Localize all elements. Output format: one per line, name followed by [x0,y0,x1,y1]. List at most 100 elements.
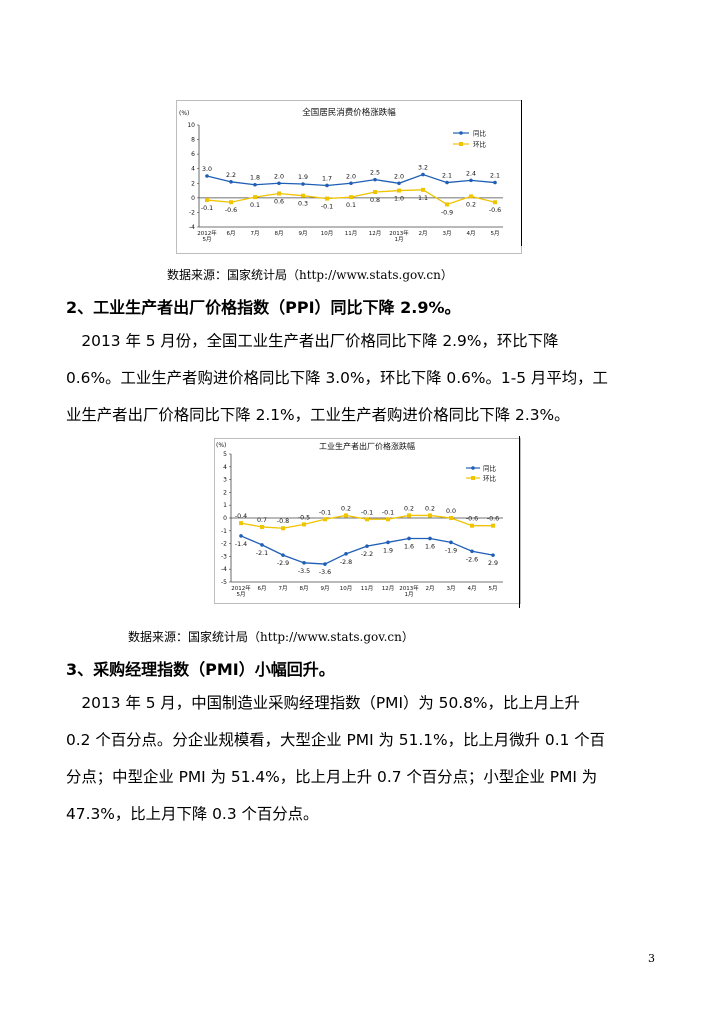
x-tick-label: 3月 [443,230,452,237]
x-tick-label-year: 2013年 [399,584,419,592]
y-tick-label: 4 [223,464,227,471]
cpi-legend-mom-label: 环比 [473,140,487,149]
x-tick-label: 2月 [426,585,435,592]
ppi-paragraph-line: 0.6%。工业生产者购进价格同比下降 3.0%，环比下降 0.6%。1-5 月平… [66,369,608,387]
data-point-yoy [445,180,449,185]
data-label-mom: 0.1 [250,202,260,209]
x-tick-label: 8月 [275,230,284,237]
x-tick-label: 12月 [382,585,395,592]
data-point-mom [470,523,474,528]
y-tick-label: 10 [187,122,195,129]
data-label-yoy: -3.5 [298,568,310,575]
data-point-yoy [302,561,306,565]
data-point-yoy [229,180,233,184]
x-tick-label: 10月 [321,230,334,237]
data-label-yoy: -1.4 [235,541,247,548]
pmi-paragraph-line: 2013 年 5 月，中国制造业采购经理指数（PMI）为 50.8%，比上月上升 [66,694,580,712]
data-point-mom [491,523,495,528]
x-tick-label-year: 2013年 [389,229,409,237]
chart-divider-line [519,436,520,608]
data-point-mom [407,513,411,518]
pmi-paragraph-line: 47.3%，比上月下降 0.3 个百分点。 [66,805,319,823]
x-tick-label-month: 5月 [237,591,246,598]
x-tick-label-month: 5月 [203,236,212,243]
data-point-mom [301,193,305,198]
x-tick-label: 2013年 1月 [389,229,409,243]
data-label-mom: 0.7 [257,517,267,524]
ppi-paragraph-line: 2013 年 5 月份，全国工业生产者出厂价格同比下降 2.9%，环比下降 [66,332,559,350]
ppi-chart: 工业生产者出厂价格涨跌幅 (%) 同比 环比 5 4 3 2 1 0 -1 -2 -3 -4 -5 2… [216,441,503,598]
data-point-mom [253,195,257,200]
data-point-mom [344,513,348,518]
data-label-mom: 0.6 [274,198,284,205]
x-tick-label: 12月 [369,230,382,237]
data-label-yoy: -2.6 [466,556,478,563]
x-tick-label: 4月 [467,230,476,237]
data-point-yoy [491,553,495,557]
data-point-yoy [421,172,425,177]
data-label-yoy: 1.6 [404,543,414,550]
data-label-yoy: 2.2 [226,172,236,179]
x-tick-label: 7月 [279,585,288,592]
data-label-yoy: -3.6 [319,569,331,576]
x-tick-label-year: 2012年 [231,584,251,592]
x-tick-label: 5月 [491,230,500,237]
data-label-yoy: 2.9 [488,560,498,567]
data-label-mom: 0.2 [466,201,476,208]
data-label-mom: 0.2 [341,505,351,512]
data-point-yoy [260,543,264,547]
data-point-yoy [428,536,432,541]
y-tick-label: -5 [221,579,227,586]
x-tick-label: 3月 [447,585,456,592]
y-tick-label: 2 [223,489,227,496]
data-point-mom [365,517,369,522]
cpi-chart-legend: 同比 环比 [453,129,487,149]
data-point-mom [302,522,306,527]
y-tick-label: 5 [223,451,227,458]
y-tick-label: -4 [221,566,227,573]
x-tick-label: 9月 [321,585,330,592]
page-number: 3 [648,952,655,965]
data-label-yoy: 1.9 [383,547,393,554]
data-point-yoy [365,544,369,548]
data-point-mom [421,187,425,192]
pmi-paragraph-line: 0.2 个百分点。分企业规模看，大型企业 PMI 为 51.1%，比上月微升 0… [66,731,606,749]
data-point-yoy [205,174,209,178]
x-tick-label-year: 2012年 [197,229,217,237]
data-point-mom [386,517,390,522]
data-point-yoy [449,540,453,545]
data-label-yoy: 2.0 [394,173,404,180]
data-label-yoy: 3.0 [202,166,212,173]
data-label-mom: 0.0 [446,508,456,515]
x-tick-label: 4月 [468,585,477,592]
data-point-mom [428,513,432,518]
data-label-mom: 0.1 [346,202,356,209]
data-point-yoy [277,181,281,186]
data-label-mom: -0.6 [487,516,499,523]
data-label-mom: -0.1 [201,205,213,212]
x-tick-label: 11月 [361,585,374,592]
data-point-mom [349,195,353,200]
data-point-mom [469,194,473,199]
y-tick-label: -1 [221,528,227,535]
data-label-yoy: 2.0 [274,173,284,180]
data-point-mom [260,524,264,529]
x-tick-label-month: 1月 [395,236,404,243]
y-tick-label: 4 [191,166,195,173]
data-point-yoy [397,181,401,186]
y-tick-label: 1 [223,502,227,509]
data-point-mom [277,191,281,196]
data-label-mom: 0.3 [298,201,308,208]
x-tick-label: 11月 [345,230,358,237]
chart-divider-line [521,100,522,246]
x-tick-label: 7月 [251,230,260,237]
x-tick-label: 2013年 1月 [399,584,419,598]
data-point-yoy [407,536,411,541]
y-tick-label: 6 [191,151,195,158]
x-tick-label: 6月 [227,230,236,237]
cpi-legend-yoy-label: 同比 [473,129,487,138]
data-point-yoy [386,540,390,545]
ppi-section-heading: 2、工业生产者出厂价格指数（PPI）同比下降 2.9%。 [66,298,461,317]
ppi-paragraph-line: 业生产者出厂价格同比下降 2.1%，工业生产者购进价格同比下降 2.3%。 [66,406,570,424]
